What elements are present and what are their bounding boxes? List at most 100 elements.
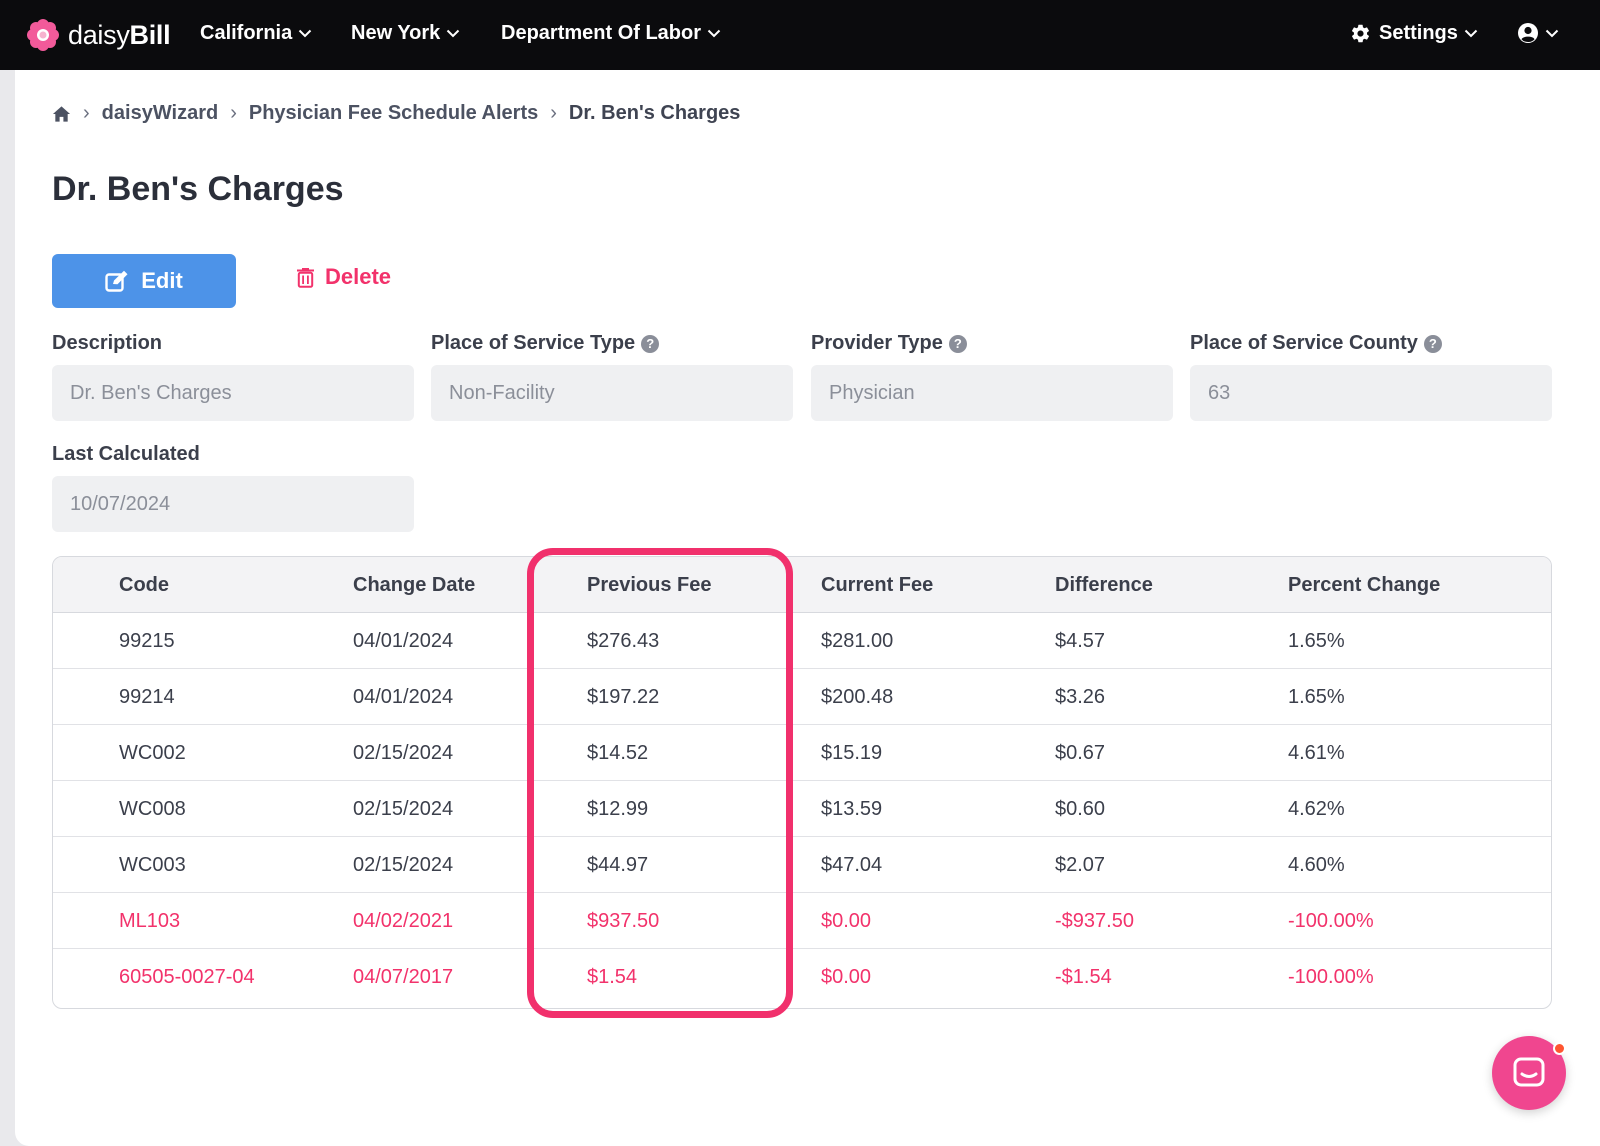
notification-dot: [1553, 1042, 1566, 1055]
help-icon[interactable]: ?: [641, 334, 660, 353]
chat-icon: [1513, 1057, 1545, 1087]
breadcrumb: › daisyWizard › Physician Fee Schedule A…: [52, 102, 740, 125]
nav-menu-label: New York: [351, 22, 441, 44]
home-icon[interactable]: [52, 105, 71, 123]
nav-menu-label: California: [200, 22, 293, 44]
cell-percent-change: 1.65%: [1288, 630, 1345, 652]
cell-previous-fee: $276.43: [587, 630, 660, 652]
place-of-service-type-label: Place of Service Type?: [431, 332, 660, 355]
cell-previous-fee: $44.97: [587, 854, 649, 876]
cell-previous-fee: $1.54: [587, 966, 638, 988]
cell-change-date: 02/15/2024: [353, 854, 454, 876]
brand-logo[interactable]: daisyBill: [26, 18, 171, 52]
column-header-previous-fee: Previous Fee: [587, 574, 712, 596]
cell-current-fee: $281.00: [821, 630, 894, 652]
chevron-down-icon: [299, 29, 312, 38]
cell-change-date: 04/01/2024: [353, 686, 454, 708]
chevron-down-icon: [1464, 29, 1478, 38]
nav-menu-california[interactable]: California: [200, 22, 312, 45]
top-nav: daisyBill California New York Department…: [0, 0, 1600, 70]
cell-current-fee: $13.59: [821, 798, 883, 820]
chevron-down-icon: [707, 29, 721, 38]
chevron-right-icon: ›: [83, 102, 90, 124]
description-field[interactable]: Dr. Ben's Charges: [52, 365, 414, 421]
cell-current-fee: $47.04: [821, 854, 883, 876]
chevron-down-icon: [1545, 29, 1559, 37]
user-avatar-icon: [1518, 23, 1538, 43]
cell-difference: $0.60: [1055, 798, 1106, 820]
cell-code: WC008: [119, 798, 186, 820]
chevron-right-icon: ›: [550, 102, 557, 124]
chevron-right-icon: ›: [230, 102, 237, 124]
column-header-percent-change: Percent Change: [1288, 574, 1441, 596]
nav-menu-new-york[interactable]: New York: [351, 22, 460, 45]
fee-changes-table: Code Change Date Previous Fee Current Fe…: [52, 556, 1552, 1009]
cell-code: 99215: [119, 630, 175, 652]
edit-button[interactable]: Edit: [52, 254, 236, 308]
cell-percent-change: 1.65%: [1288, 686, 1345, 708]
delete-button[interactable]: Delete: [296, 264, 391, 290]
table-row-deleted: ML103 04/02/2021 $937.50 $0.00 -$937.50 …: [53, 893, 1551, 949]
breadcrumb-current: Dr. Ben's Charges: [568, 102, 741, 124]
cell-percent-change: 4.61%: [1288, 742, 1345, 764]
last-calculated-label: Last Calculated: [52, 443, 200, 465]
edit-icon: [105, 270, 128, 292]
cell-previous-fee: $12.99: [587, 798, 649, 820]
cell-difference: -$937.50: [1055, 910, 1134, 932]
provider-type-field[interactable]: Physician: [811, 365, 1173, 421]
brand-name: daisyBill: [68, 19, 171, 50]
cell-current-fee: $0.00: [821, 910, 872, 932]
nav-menu-department-of-labor[interactable]: Department Of Labor: [501, 22, 721, 45]
cell-percent-change: -100.00%: [1288, 966, 1374, 988]
place-of-service-type-field[interactable]: Non-Facility: [431, 365, 793, 421]
cell-previous-fee: $197.22: [587, 686, 660, 708]
cell-difference: $0.67: [1055, 742, 1106, 764]
cell-difference: $3.26: [1055, 686, 1106, 708]
cell-change-date: 02/15/2024: [353, 742, 454, 764]
column-header-change-date: Change Date: [353, 574, 476, 596]
cell-previous-fee: $14.52: [587, 742, 649, 764]
column-header-current-fee: Current Fee: [821, 574, 934, 596]
chevron-down-icon: [447, 29, 460, 38]
cell-difference: $2.07: [1055, 854, 1106, 876]
cell-current-fee: $15.19: [821, 742, 883, 764]
cell-change-date: 04/07/2017: [353, 966, 454, 988]
delete-button-label: Delete: [325, 264, 392, 289]
help-icon[interactable]: ?: [948, 334, 967, 353]
cell-code: WC003: [119, 854, 186, 876]
cell-code: ML103: [119, 910, 181, 932]
cell-difference: $4.57: [1055, 630, 1106, 652]
page-title: Dr. Ben's Charges: [52, 170, 344, 208]
provider-type-label: Provider Type?: [811, 332, 967, 355]
breadcrumb-fee-schedule-alerts[interactable]: Physician Fee Schedule Alerts: [248, 102, 539, 124]
cell-percent-change: 4.60%: [1288, 854, 1345, 876]
trash-icon: [297, 268, 314, 288]
user-account-menu[interactable]: [1517, 22, 1559, 44]
breadcrumb-daisywizard[interactable]: daisyWizard: [101, 102, 219, 124]
cell-percent-change: 4.62%: [1288, 798, 1345, 820]
description-label: Description: [52, 332, 163, 354]
table-header: Code Change Date Previous Fee Current Fe…: [53, 557, 1551, 613]
table-row: WC008 02/15/2024 $12.99 $13.59 $0.60 4.6…: [53, 781, 1551, 837]
column-header-difference: Difference: [1055, 574, 1153, 596]
table-row: 99215 04/01/2024 $276.43 $281.00 $4.57 1…: [53, 613, 1551, 669]
cell-previous-fee: $937.50: [587, 910, 660, 932]
cell-change-date: 04/02/2021: [353, 910, 454, 932]
cell-code: 60505-0027-04: [119, 966, 255, 988]
table-row: WC003 02/15/2024 $44.97 $47.04 $2.07 4.6…: [53, 837, 1551, 893]
daisy-logo-icon: [27, 19, 59, 51]
cell-current-fee: $0.00: [821, 966, 872, 988]
cell-code: 99214: [119, 686, 175, 708]
edit-button-label: Edit: [141, 268, 183, 293]
place-of-service-county-label: Place of Service County?: [1190, 332, 1442, 355]
cell-current-fee: $200.48: [821, 686, 894, 708]
last-calculated-field[interactable]: 10/07/2024: [52, 476, 414, 532]
column-header-code: Code: [119, 574, 169, 596]
place-of-service-county-field[interactable]: 63: [1190, 365, 1552, 421]
help-icon[interactable]: ?: [1423, 334, 1442, 353]
table-row-deleted: 60505-0027-04 04/07/2017 $1.54 $0.00 -$1…: [53, 949, 1551, 1005]
nav-settings-menu[interactable]: Settings: [1350, 22, 1478, 45]
table-row: 99214 04/01/2024 $197.22 $200.48 $3.26 1…: [53, 669, 1551, 725]
settings-label: Settings: [1379, 22, 1458, 44]
cell-change-date: 04/01/2024: [353, 630, 454, 652]
